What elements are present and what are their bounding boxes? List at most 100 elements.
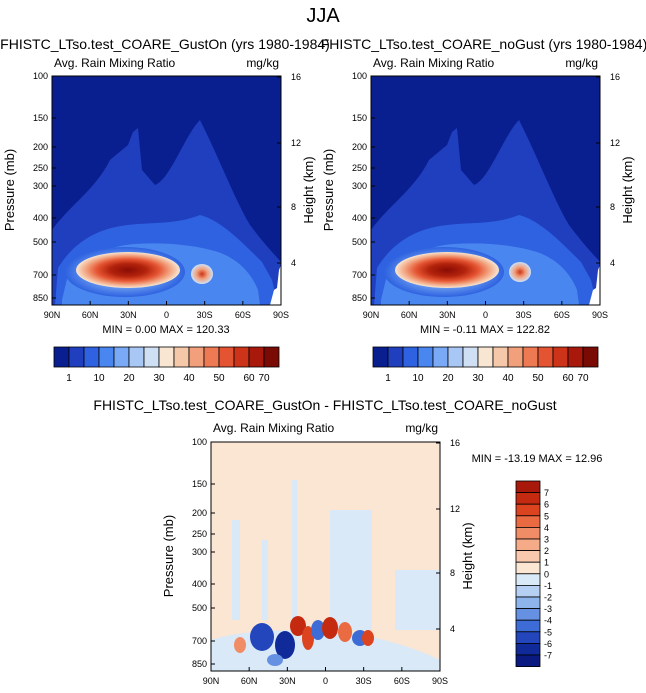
colorbar-label: 60 [562, 373, 574, 384]
colorbar-label: -4 [544, 616, 552, 626]
x-tick-label: 0 [323, 676, 328, 686]
contour-field [211, 442, 440, 671]
colorbar-box [515, 515, 541, 528]
colorbar-box [233, 346, 250, 368]
height-tick-label: 12 [610, 138, 620, 148]
colorbar-label: 50 [532, 373, 544, 384]
colorbar-box [402, 346, 419, 368]
x-tick-label: 30S [516, 310, 532, 320]
colorbar-label: 7 [544, 488, 549, 498]
y-tick-label: 700 [192, 636, 207, 646]
height-tick-label: 16 [450, 438, 460, 448]
x-tick-label: 90S [592, 310, 608, 320]
x-tick-label: 90N [44, 310, 61, 320]
colorbar-box [203, 346, 220, 368]
colorbar-box [417, 346, 434, 368]
units-label: mg/kg [565, 56, 598, 70]
y-axis-label: Pressure (mb) [321, 149, 336, 231]
height-tick-label: 8 [610, 202, 615, 212]
height-tick-label: 8 [450, 568, 455, 578]
rain-maximum [395, 252, 499, 288]
colorbar-box [582, 346, 599, 368]
y-tick-label: 700 [352, 270, 367, 280]
panel-difference: FHISTC_LTso.test_COARE_GustOn - FHISTC_L… [93, 397, 602, 686]
contour-field [52, 76, 281, 305]
y-tick-label: 200 [33, 142, 48, 152]
contour-band [330, 510, 372, 630]
y-tick-label: 850 [352, 293, 367, 303]
x-tick-label: 90S [273, 310, 289, 320]
min-max-stats: MIN = -0.11 MAX = 122.82 [420, 324, 550, 336]
colorbar-label: 40 [183, 373, 195, 384]
colorbar-label: 20 [442, 373, 454, 384]
x-tick-label: 30N [439, 310, 456, 320]
colorbar-label: -2 [544, 593, 552, 603]
y-axis-label-right: Height (km) [620, 156, 635, 223]
colorbar-box [248, 346, 265, 368]
colorbar-box [515, 631, 541, 644]
colorbar-box [515, 538, 541, 552]
colorbar-box [158, 346, 175, 368]
x-tick-label: 90S [432, 676, 448, 686]
panel-title: FHISTC_LTso.test_COARE_GustOn (yrs 1980-… [0, 36, 330, 52]
secondary-maximum [191, 264, 213, 284]
colorbar-label: 70 [577, 373, 589, 384]
anomaly-blob [250, 623, 274, 651]
colorbar-label: 10 [412, 373, 424, 384]
surface-mask [270, 265, 281, 305]
y-tick-label: 500 [352, 237, 367, 247]
y-tick-label: 300 [192, 547, 207, 557]
left-subtitle: Avg. Rain Mixing Ratio [373, 56, 494, 70]
colorbar-box [515, 619, 541, 633]
colorbar-label: 6 [544, 500, 549, 510]
colorbar-box [113, 346, 130, 368]
colorbar-box [128, 346, 145, 368]
colorbar-box [98, 346, 115, 368]
x-tick-label: 30S [356, 676, 372, 686]
surface-mask [589, 265, 600, 305]
anomaly-blob [275, 631, 295, 659]
colorbar-label: -5 [544, 627, 552, 637]
x-tick-label: 90N [203, 676, 220, 686]
colorbar-box [507, 346, 524, 368]
y-tick-label: 400 [352, 213, 367, 223]
colorbar-label: 1 [544, 558, 549, 568]
left-subtitle: Avg. Rain Mixing Ratio [54, 56, 175, 70]
colorbar-box [515, 492, 541, 505]
colorbar-box [515, 480, 541, 494]
colorbar-box [515, 608, 541, 621]
x-tick-label: 60S [235, 310, 251, 320]
colorbar-box [552, 346, 569, 368]
colorbar-box [515, 527, 541, 540]
colorbar-box [515, 561, 541, 575]
colorbar-label: -6 [544, 639, 552, 649]
x-tick-label: 60N [82, 310, 99, 320]
units-label: mg/kg [246, 56, 279, 70]
colorbar-label: 10 [93, 373, 105, 384]
y-tick-label: 250 [352, 163, 367, 173]
colorbar-box [515, 503, 541, 517]
colorbar-label: 4 [544, 523, 549, 533]
x-tick-label: 30N [279, 676, 296, 686]
anomaly-blob [267, 654, 283, 666]
x-tick-label: 60N [401, 310, 418, 320]
colorbar-label: 70 [258, 373, 270, 384]
x-tick-label: 60N [241, 676, 258, 686]
y-tick-label: 150 [352, 113, 367, 123]
height-tick-label: 4 [450, 624, 455, 634]
height-tick-label: 16 [291, 72, 301, 82]
anomaly-blob [311, 620, 325, 640]
x-tick-label: 90N [363, 310, 380, 320]
colorbar-box [372, 346, 389, 368]
units-label: mg/kg [405, 421, 438, 435]
y-tick-label: 500 [192, 603, 207, 613]
colorbar-box [477, 346, 494, 368]
colorbar-box [567, 346, 584, 368]
y-tick-label: 100 [352, 71, 367, 81]
colorbar-label: -1 [544, 581, 552, 591]
colorbar-label: 2 [544, 546, 549, 556]
y-tick-label: 300 [352, 181, 367, 191]
x-tick-label: 0 [164, 310, 169, 320]
y-tick-label: 250 [192, 529, 207, 539]
